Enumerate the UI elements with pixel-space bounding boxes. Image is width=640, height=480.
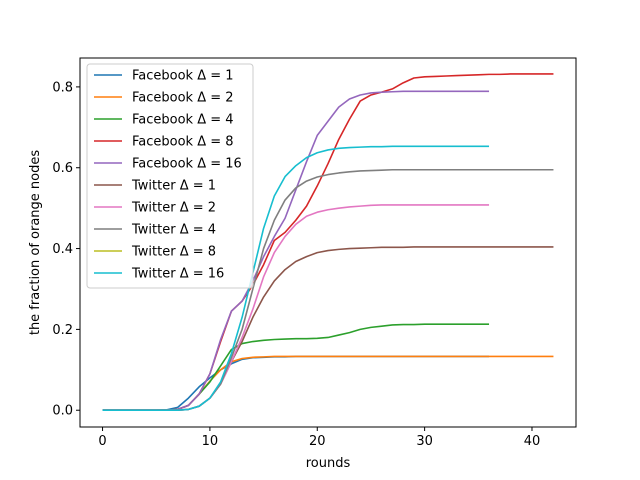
plot-frame [79,57,577,428]
x-tick-label: 20 [309,434,326,449]
legend-entry: Twitter Δ = 16 [131,267,224,282]
legend-entry: Twitter Δ = 2 [131,201,216,216]
series-line-0 [102,355,490,412]
legend-entry: Twitter Δ = 8 [131,245,216,260]
y-axis-label: the fraction of orange nodes [28,150,43,336]
x-tick-label: 30 [416,434,433,449]
legend-entry: Facebook Δ = 4 [132,113,234,128]
y-tick-label: 0.2 [52,323,73,338]
legend-entry: Facebook Δ = 1 [132,69,234,84]
x-axis: 0 10 20 30 40 [98,427,540,449]
legend-entry: Facebook Δ = 8 [132,135,234,150]
y-tick-label: 0.4 [52,242,73,257]
legend-entry: Twitter Δ = 4 [131,223,216,238]
y-tick-label: 0.8 [52,80,73,95]
legend-entry: Twitter Δ = 1 [131,179,216,194]
x-tick-label: 0 [98,434,106,449]
legend-box [86,63,254,289]
series-line-1 [102,355,554,412]
x-tick-label: 40 [524,434,541,449]
legend-entry: Facebook Δ = 2 [132,91,234,106]
x-tick-label: 10 [202,434,219,449]
y-tick-label: 0.6 [52,161,73,176]
y-tick-label: 0.0 [52,404,73,419]
legend: Facebook Δ = 1 Facebook Δ = 2 Facebook Δ =… [86,63,254,289]
x-axis-label: rounds [306,456,351,471]
series-line-2 [102,323,490,412]
series-line-9 [102,145,490,412]
y-axis: 0.0 0.2 0.4 0.6 0.8 [52,80,80,419]
series-layer [102,73,554,412]
legend-entry: Facebook Δ = 16 [132,157,242,172]
